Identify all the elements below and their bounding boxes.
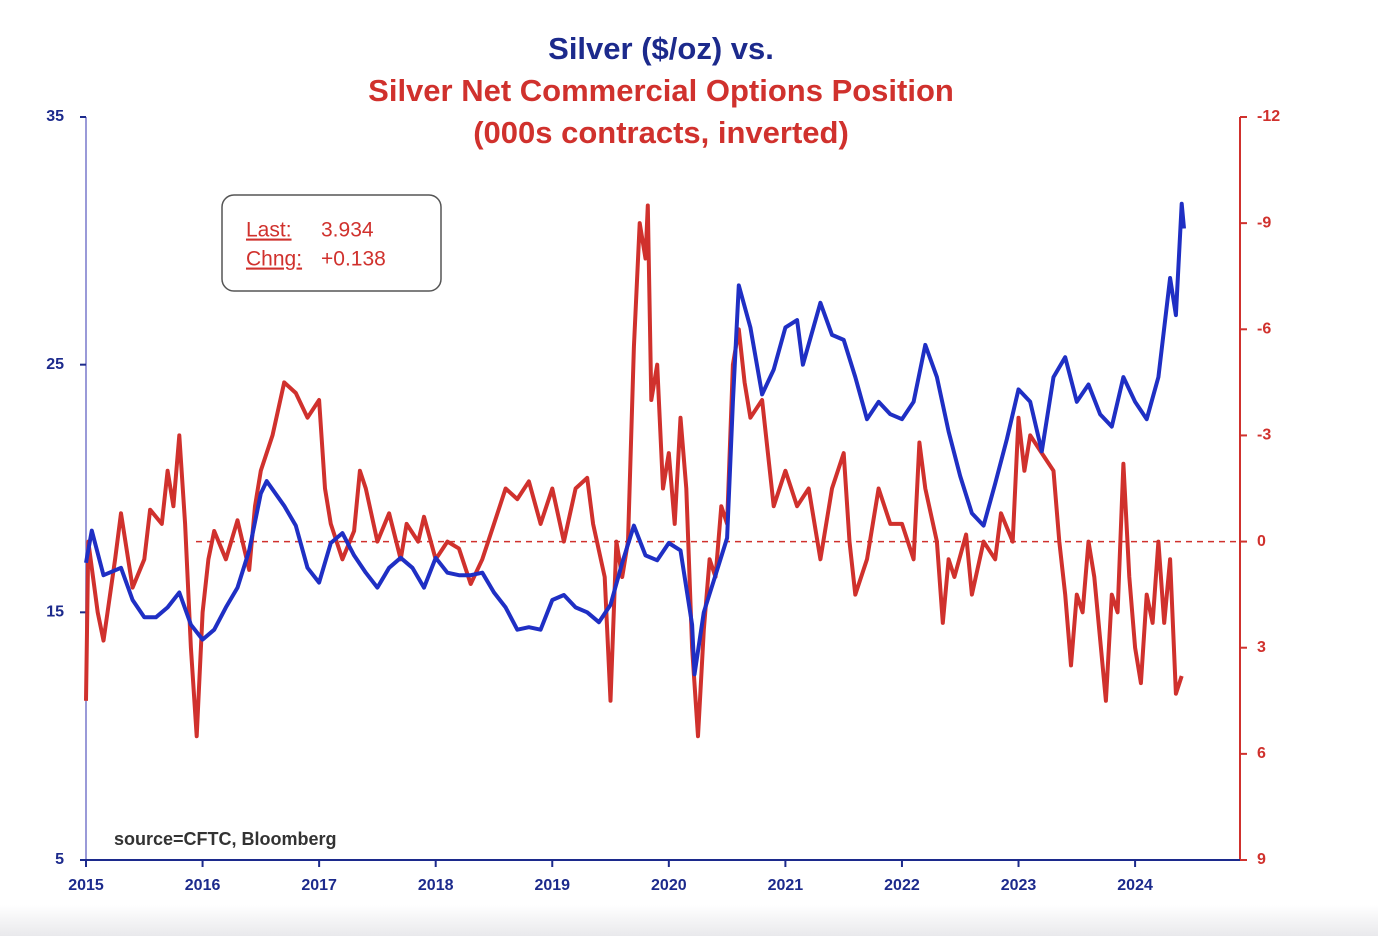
series-line bbox=[84, 203, 1184, 739]
y-tick-label: 5 bbox=[55, 851, 64, 868]
chart-title: (000s contracts, inverted) bbox=[473, 115, 849, 150]
x-tick-label: 2023 bbox=[1001, 877, 1037, 894]
page-footer-band bbox=[0, 905, 1378, 936]
annotation-label: Last: bbox=[246, 219, 292, 242]
x-tick-label: 2022 bbox=[884, 877, 920, 894]
y2-tick-label: 9 bbox=[1257, 851, 1266, 868]
series-line bbox=[84, 201, 1186, 677]
x-tick-label: 2016 bbox=[185, 877, 221, 894]
y-tick-label: 35 bbox=[46, 108, 64, 125]
annotation-value: 3.934 bbox=[321, 219, 374, 242]
y2-tick-label: -6 bbox=[1257, 321, 1271, 338]
chart-title: Silver ($/oz) vs. bbox=[548, 31, 774, 66]
y2-tick-label: 6 bbox=[1257, 745, 1266, 762]
y2-tick-label: -3 bbox=[1257, 427, 1271, 444]
annotation-box bbox=[221, 194, 442, 292]
x-tick-label: 2015 bbox=[68, 877, 104, 894]
x-tick-label: 2024 bbox=[1117, 877, 1153, 894]
y2-tick-label: -9 bbox=[1257, 214, 1271, 231]
x-tick-label: 2018 bbox=[418, 877, 454, 894]
source-note: source=CFTC, Bloomberg bbox=[114, 829, 337, 849]
y2-tick-label: 0 bbox=[1257, 533, 1266, 550]
y2-tick-label: 3 bbox=[1257, 639, 1266, 656]
x-tick-label: 2019 bbox=[534, 877, 570, 894]
y-tick-label: 25 bbox=[46, 356, 64, 373]
x-tick-label: 2021 bbox=[768, 877, 804, 894]
y-tick-label: 15 bbox=[46, 604, 64, 621]
y2-tick-label: -12 bbox=[1257, 108, 1280, 125]
chart-title: Silver Net Commercial Options Position bbox=[368, 73, 954, 108]
x-tick-label: 2017 bbox=[301, 877, 337, 894]
x-tick-label: 2020 bbox=[651, 877, 687, 894]
annotation-label: Chng: bbox=[246, 248, 302, 271]
annotation-value: +0.138 bbox=[321, 248, 386, 271]
